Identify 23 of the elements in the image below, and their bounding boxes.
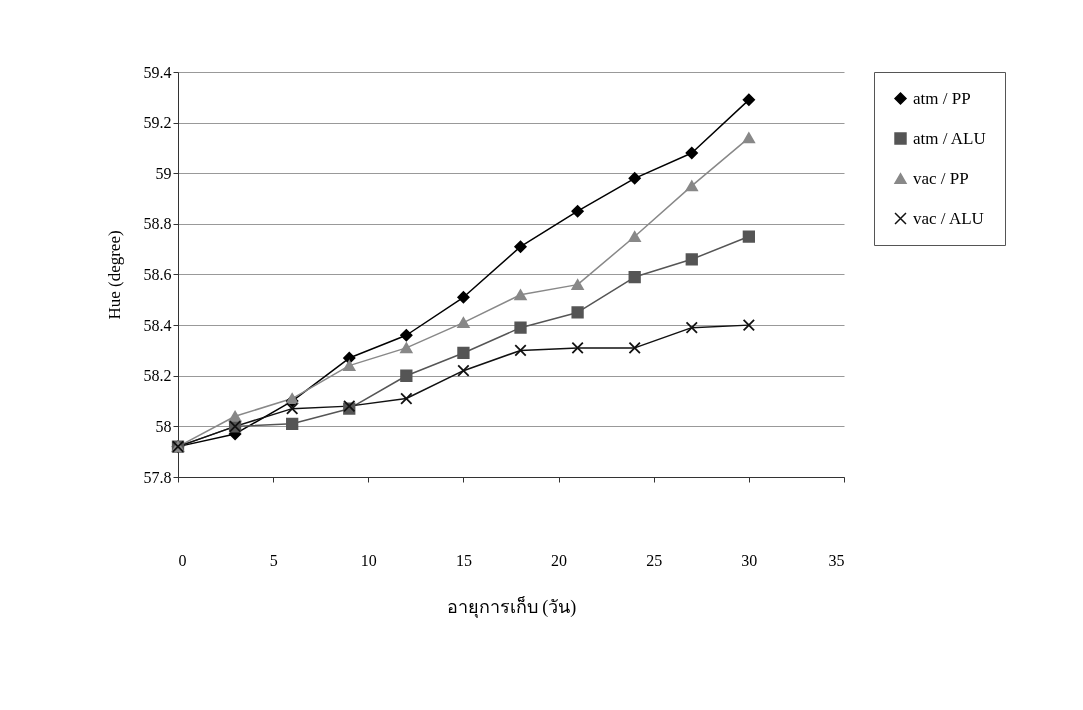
y-tick-label: 58.8 <box>143 215 172 233</box>
y-tick-label: 58.2 <box>143 367 172 385</box>
y-tick-label: 58.4 <box>143 316 172 334</box>
x-tick-label: 25 <box>646 551 663 569</box>
y-tick-label: 57.8 <box>143 468 172 486</box>
legend-label: atm / ALU <box>913 128 986 148</box>
x-axis-title: อายุการเก็บ (วัน) <box>446 594 577 618</box>
x-tick-label: 0 <box>178 551 187 569</box>
x-tick-label: 10 <box>360 551 377 569</box>
x-tick-label: 20 <box>551 551 568 569</box>
y-tick-label: 59 <box>155 164 172 182</box>
x-tick-label: 30 <box>741 551 758 569</box>
y-axis-title: Hue (degree) <box>104 230 124 320</box>
x-tick-label: 5 <box>269 551 278 569</box>
y-tick-label: 58.6 <box>143 266 172 283</box>
x-tick-label: 35 <box>828 551 845 569</box>
legend-label: vac / ALU <box>913 208 984 228</box>
legend-label: vac / PP <box>913 168 969 188</box>
y-tick-label: 59.2 <box>143 114 172 132</box>
y-tick-label: 59.4 <box>143 63 172 81</box>
y-tick-label: 58 <box>155 417 172 435</box>
x-tick-label: 15 <box>455 551 472 569</box>
legend-label: atm / PP <box>913 88 971 108</box>
